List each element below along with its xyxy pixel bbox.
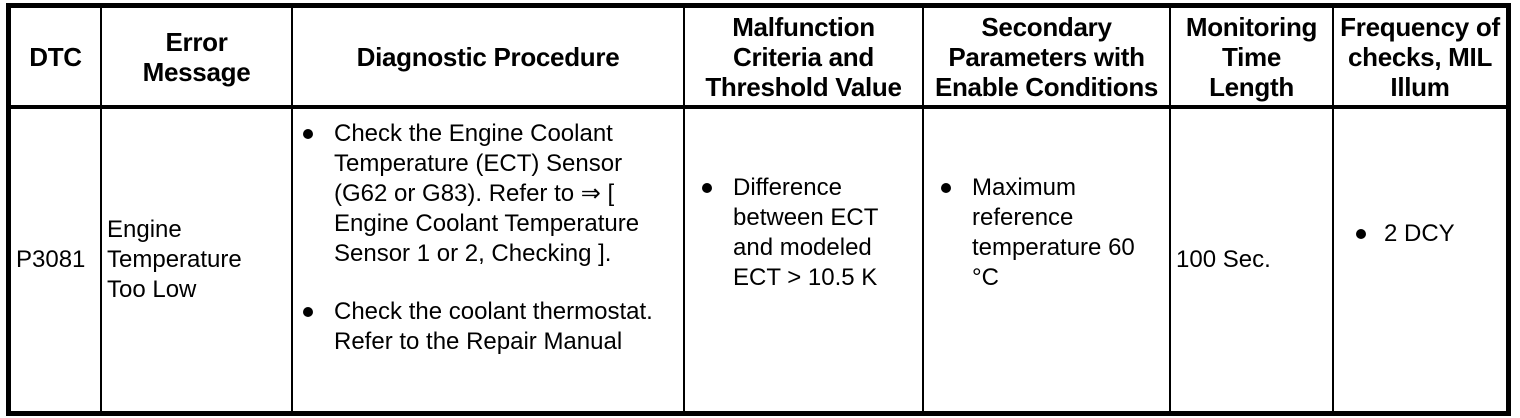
diagnostic-step: Check the Engine Coolant Temperature (EC… xyxy=(334,120,640,267)
frequency-text: 2 DCY xyxy=(1384,220,1455,247)
header-line: Monitoring xyxy=(1185,11,1318,42)
header-line: Length xyxy=(1209,71,1294,102)
list-item: Check the coolant thermostat. Refer to t… xyxy=(303,297,683,357)
bullet-icon xyxy=(702,183,712,193)
header-line: Secondary xyxy=(981,11,1112,42)
col-header-malfunction-criteria: Malfunction Criteria and Threshold Value xyxy=(683,8,922,109)
dtc-table: DTC Error Message Diagnostic Procedure M… xyxy=(6,3,1511,416)
bullet-icon xyxy=(303,129,313,139)
diagnostic-step: Check the coolant thermostat. Refer to t… xyxy=(334,298,653,355)
bullet-icon xyxy=(1356,229,1366,239)
list-item: 2 DCY xyxy=(1356,219,1506,249)
header-line: Error xyxy=(165,26,228,57)
header-line: Malfunction xyxy=(732,11,875,42)
error-message-text: Engine Temperature Too Low xyxy=(107,216,242,303)
cell-dtc-code: P3081 xyxy=(11,109,100,411)
header-line: checks, MIL xyxy=(1347,41,1493,72)
header-line: Time xyxy=(1221,41,1281,72)
header-line: DTC xyxy=(29,41,82,72)
header-line: Illum xyxy=(1390,71,1450,102)
header-line: Criteria and xyxy=(733,41,874,72)
dtc-code: P3081 xyxy=(16,246,86,273)
cell-diagnostic-procedure: Check the Engine Coolant Temperature (EC… xyxy=(291,109,683,411)
cell-frequency-of-checks: 2 DCY xyxy=(1332,109,1506,411)
bullet-icon xyxy=(941,183,951,193)
header-line: Enable Conditions xyxy=(934,71,1159,102)
secondary-parameters-text: Maximum reference temperature 60 °C xyxy=(972,174,1135,291)
header-line: Message xyxy=(142,56,251,87)
header-line: Parameters with xyxy=(948,41,1145,72)
col-header-diagnostic-procedure: Diagnostic Procedure xyxy=(291,8,683,109)
cell-error-message: Engine Temperature Too Low xyxy=(100,109,291,411)
header-line: Diagnostic Procedure xyxy=(356,41,620,72)
header-line: Frequency of xyxy=(1340,11,1500,42)
col-header-error-message: Error Message xyxy=(100,8,291,109)
malfunction-criteria-text: Difference between ECT and modeled ECT >… xyxy=(733,174,878,291)
list-item: Maximum reference temperature 60 °C xyxy=(941,173,1169,293)
col-header-secondary-parameters: Secondary Parameters with Enable Conditi… xyxy=(922,8,1169,109)
col-header-monitoring-time: Monitoring Time Length xyxy=(1169,8,1332,109)
list-item: Check the Engine Coolant Temperature (EC… xyxy=(303,119,683,269)
cell-malfunction-criteria: Difference between ECT and modeled ECT >… xyxy=(683,109,922,411)
monitoring-time-text: 100 Sec. xyxy=(1176,246,1271,273)
cell-secondary-parameters: Maximum reference temperature 60 °C xyxy=(922,109,1169,411)
col-header-frequency-of-checks: Frequency of checks, MIL Illum xyxy=(1332,8,1506,109)
header-line: Threshold Value xyxy=(705,71,902,102)
cell-monitoring-time: 100 Sec. xyxy=(1169,109,1332,411)
col-header-dtc: DTC xyxy=(11,8,100,109)
list-item: Difference between ECT and modeled ECT >… xyxy=(702,173,922,293)
bullet-icon xyxy=(303,307,313,317)
